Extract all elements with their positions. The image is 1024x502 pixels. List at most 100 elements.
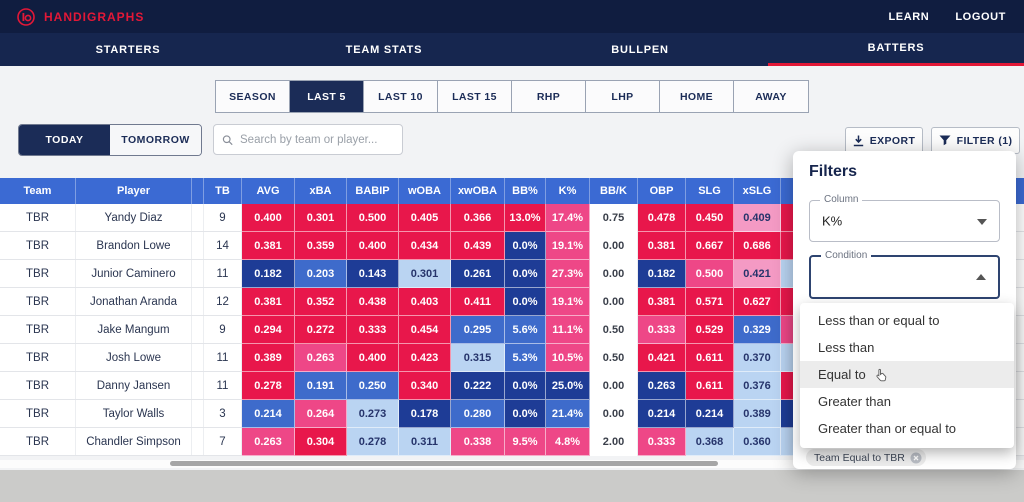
stat-cell-obp: 0.381 xyxy=(638,232,686,260)
filter-button[interactable]: FILTER (1) xyxy=(931,127,1020,154)
active-filter-chip[interactable]: Team Equal to TBR xyxy=(806,449,926,466)
learn-link[interactable]: LEARN xyxy=(888,10,930,23)
row-spacer xyxy=(192,232,204,259)
desktop-background xyxy=(0,470,1024,502)
nav-section-starters[interactable]: STARTERS xyxy=(95,43,161,56)
brand-name: HANDIGRAPHS xyxy=(44,9,145,24)
row-spacer xyxy=(192,428,204,455)
stat-cell-woba: 0.301 xyxy=(399,260,451,288)
stat-cell-woba: 0.178 xyxy=(399,400,451,428)
column-header-avg[interactable]: AVG xyxy=(242,178,295,204)
stat-cell-babip: 0.400 xyxy=(347,344,399,372)
stat-cell-xslg: 0.686 xyxy=(734,232,781,260)
stat-cell-xslg: 0.360 xyxy=(734,428,781,456)
player-cell[interactable]: Chandler Simpson xyxy=(76,428,192,455)
column-header-obp[interactable]: OBP xyxy=(638,178,686,204)
column-header-player[interactable]: Player xyxy=(76,178,192,204)
stat-cell-xwoba: 0.338 xyxy=(451,428,505,456)
section-nav: STARTERS TEAM STATS BULLPEN BATTERS xyxy=(0,33,1024,66)
brand[interactable]: HANDIGRAPHS xyxy=(16,7,144,27)
team-cell: TBR xyxy=(0,372,76,399)
export-button[interactable]: EXPORT xyxy=(845,127,923,154)
day-toggle-today[interactable]: TODAY xyxy=(19,125,110,155)
stat-cell-obp: 0.381 xyxy=(638,288,686,316)
player-cell[interactable]: Junior Caminero xyxy=(76,260,192,287)
tb-cell: 14 xyxy=(204,232,242,259)
condition-option-greater-than-or-equal-to[interactable]: Greater than or equal to xyxy=(800,415,1014,442)
remove-filter-icon[interactable] xyxy=(910,452,922,464)
condition-option-label: Less than xyxy=(818,340,875,355)
player-cell[interactable]: Danny Jansen xyxy=(76,372,192,399)
stat-cell-xslg: 0.389 xyxy=(734,400,781,428)
column-header-babip[interactable]: BABIP xyxy=(347,178,399,204)
player-cell[interactable]: Taylor Walls xyxy=(76,400,192,427)
stat-cell-xba: 0.352 xyxy=(295,288,347,316)
stat-cell-bb: 0.0% xyxy=(505,260,546,288)
condition-option-less-than-or-equal-to[interactable]: Less than or equal to xyxy=(800,307,1014,334)
horizontal-scrollbar-track[interactable] xyxy=(0,460,1024,468)
player-cell[interactable]: Jonathan Aranda xyxy=(76,288,192,315)
stat-cell-xwoba: 0.315 xyxy=(451,344,505,372)
range-tab-last-15[interactable]: LAST 15 xyxy=(438,81,512,112)
stat-cell-k: 19.1% xyxy=(546,288,590,316)
column-header-slg[interactable]: SLG xyxy=(686,178,734,204)
column-header-team[interactable]: Team xyxy=(0,178,76,204)
stat-cell-avg: 0.214 xyxy=(242,400,295,428)
stat-cell-slg: 0.571 xyxy=(686,288,734,316)
condition-option-greater-than[interactable]: Greater than xyxy=(800,388,1014,415)
stat-cell-bbk: 0.50 xyxy=(590,344,638,372)
range-tab-lhp[interactable]: LHP xyxy=(586,81,660,112)
column-header-tb[interactable]: TB xyxy=(204,178,242,204)
stat-cell-woba: 0.405 xyxy=(399,204,451,232)
search-icon xyxy=(222,134,233,145)
logout-link[interactable]: LOGOUT xyxy=(955,10,1006,23)
condition-select-label: Condition xyxy=(821,250,872,261)
stat-cell-obp: 0.182 xyxy=(638,260,686,288)
stat-cell-k: 21.4% xyxy=(546,400,590,428)
column-header-bbk[interactable]: BB/K xyxy=(590,178,638,204)
column-header-xwoba[interactable]: xwOBA xyxy=(451,178,505,204)
stat-cell-babip: 0.278 xyxy=(347,428,399,456)
column-select[interactable]: Column K% xyxy=(809,194,1000,242)
range-tab-home[interactable]: HOME xyxy=(660,81,734,112)
player-cell[interactable]: Yandy Diaz xyxy=(76,204,192,231)
nav-section-team-stats[interactable]: TEAM STATS xyxy=(345,43,423,56)
player-cell[interactable]: Brandon Lowe xyxy=(76,232,192,259)
nav-section-bullpen[interactable]: BULLPEN xyxy=(611,43,669,56)
stat-cell-xba: 0.304 xyxy=(295,428,347,456)
stat-cell-xba: 0.301 xyxy=(295,204,347,232)
stat-cell-bbk: 0.00 xyxy=(590,232,638,260)
range-tab-away[interactable]: AWAY xyxy=(734,81,808,112)
stat-cell-xwoba: 0.295 xyxy=(451,316,505,344)
stat-cell-xba: 0.264 xyxy=(295,400,347,428)
range-tab-rhp[interactable]: RHP xyxy=(512,81,586,112)
tb-cell: 9 xyxy=(204,316,242,343)
stat-cell-avg: 0.278 xyxy=(242,372,295,400)
column-select-label: Column xyxy=(820,194,863,205)
range-tab-last-5[interactable]: LAST 5 xyxy=(290,81,364,112)
column-header-k[interactable]: K% xyxy=(546,178,590,204)
horizontal-scrollbar-thumb[interactable] xyxy=(170,461,718,466)
condition-option-equal-to[interactable]: Equal to xyxy=(800,361,1014,388)
column-header-woba[interactable]: wOBA xyxy=(399,178,451,204)
stat-cell-avg: 0.389 xyxy=(242,344,295,372)
column-header-xba[interactable]: xBA xyxy=(295,178,347,204)
nav-section-batters[interactable]: BATTERS xyxy=(768,33,1024,66)
stat-cell-slg: 0.214 xyxy=(686,400,734,428)
stat-cell-avg: 0.182 xyxy=(242,260,295,288)
range-tab-last-10[interactable]: LAST 10 xyxy=(364,81,438,112)
player-cell[interactable]: Josh Lowe xyxy=(76,344,192,371)
range-tab-season[interactable]: SEASON xyxy=(216,81,290,112)
stat-cell-obp: 0.263 xyxy=(638,372,686,400)
condition-option-less-than[interactable]: Less than xyxy=(800,334,1014,361)
search-input[interactable] xyxy=(240,133,394,146)
column-header-bb[interactable]: BB% xyxy=(505,178,546,204)
stat-cell-xwoba: 0.366 xyxy=(451,204,505,232)
stat-cell-xslg: 0.329 xyxy=(734,316,781,344)
day-toggle-tomorrow[interactable]: TOMORROW xyxy=(110,125,201,155)
condition-option-label: Greater than xyxy=(818,394,891,409)
column-header-xslg[interactable]: xSLG xyxy=(734,178,781,204)
player-cell[interactable]: Jake Mangum xyxy=(76,316,192,343)
condition-select[interactable]: Condition xyxy=(809,250,1000,299)
team-cell: TBR xyxy=(0,400,76,427)
